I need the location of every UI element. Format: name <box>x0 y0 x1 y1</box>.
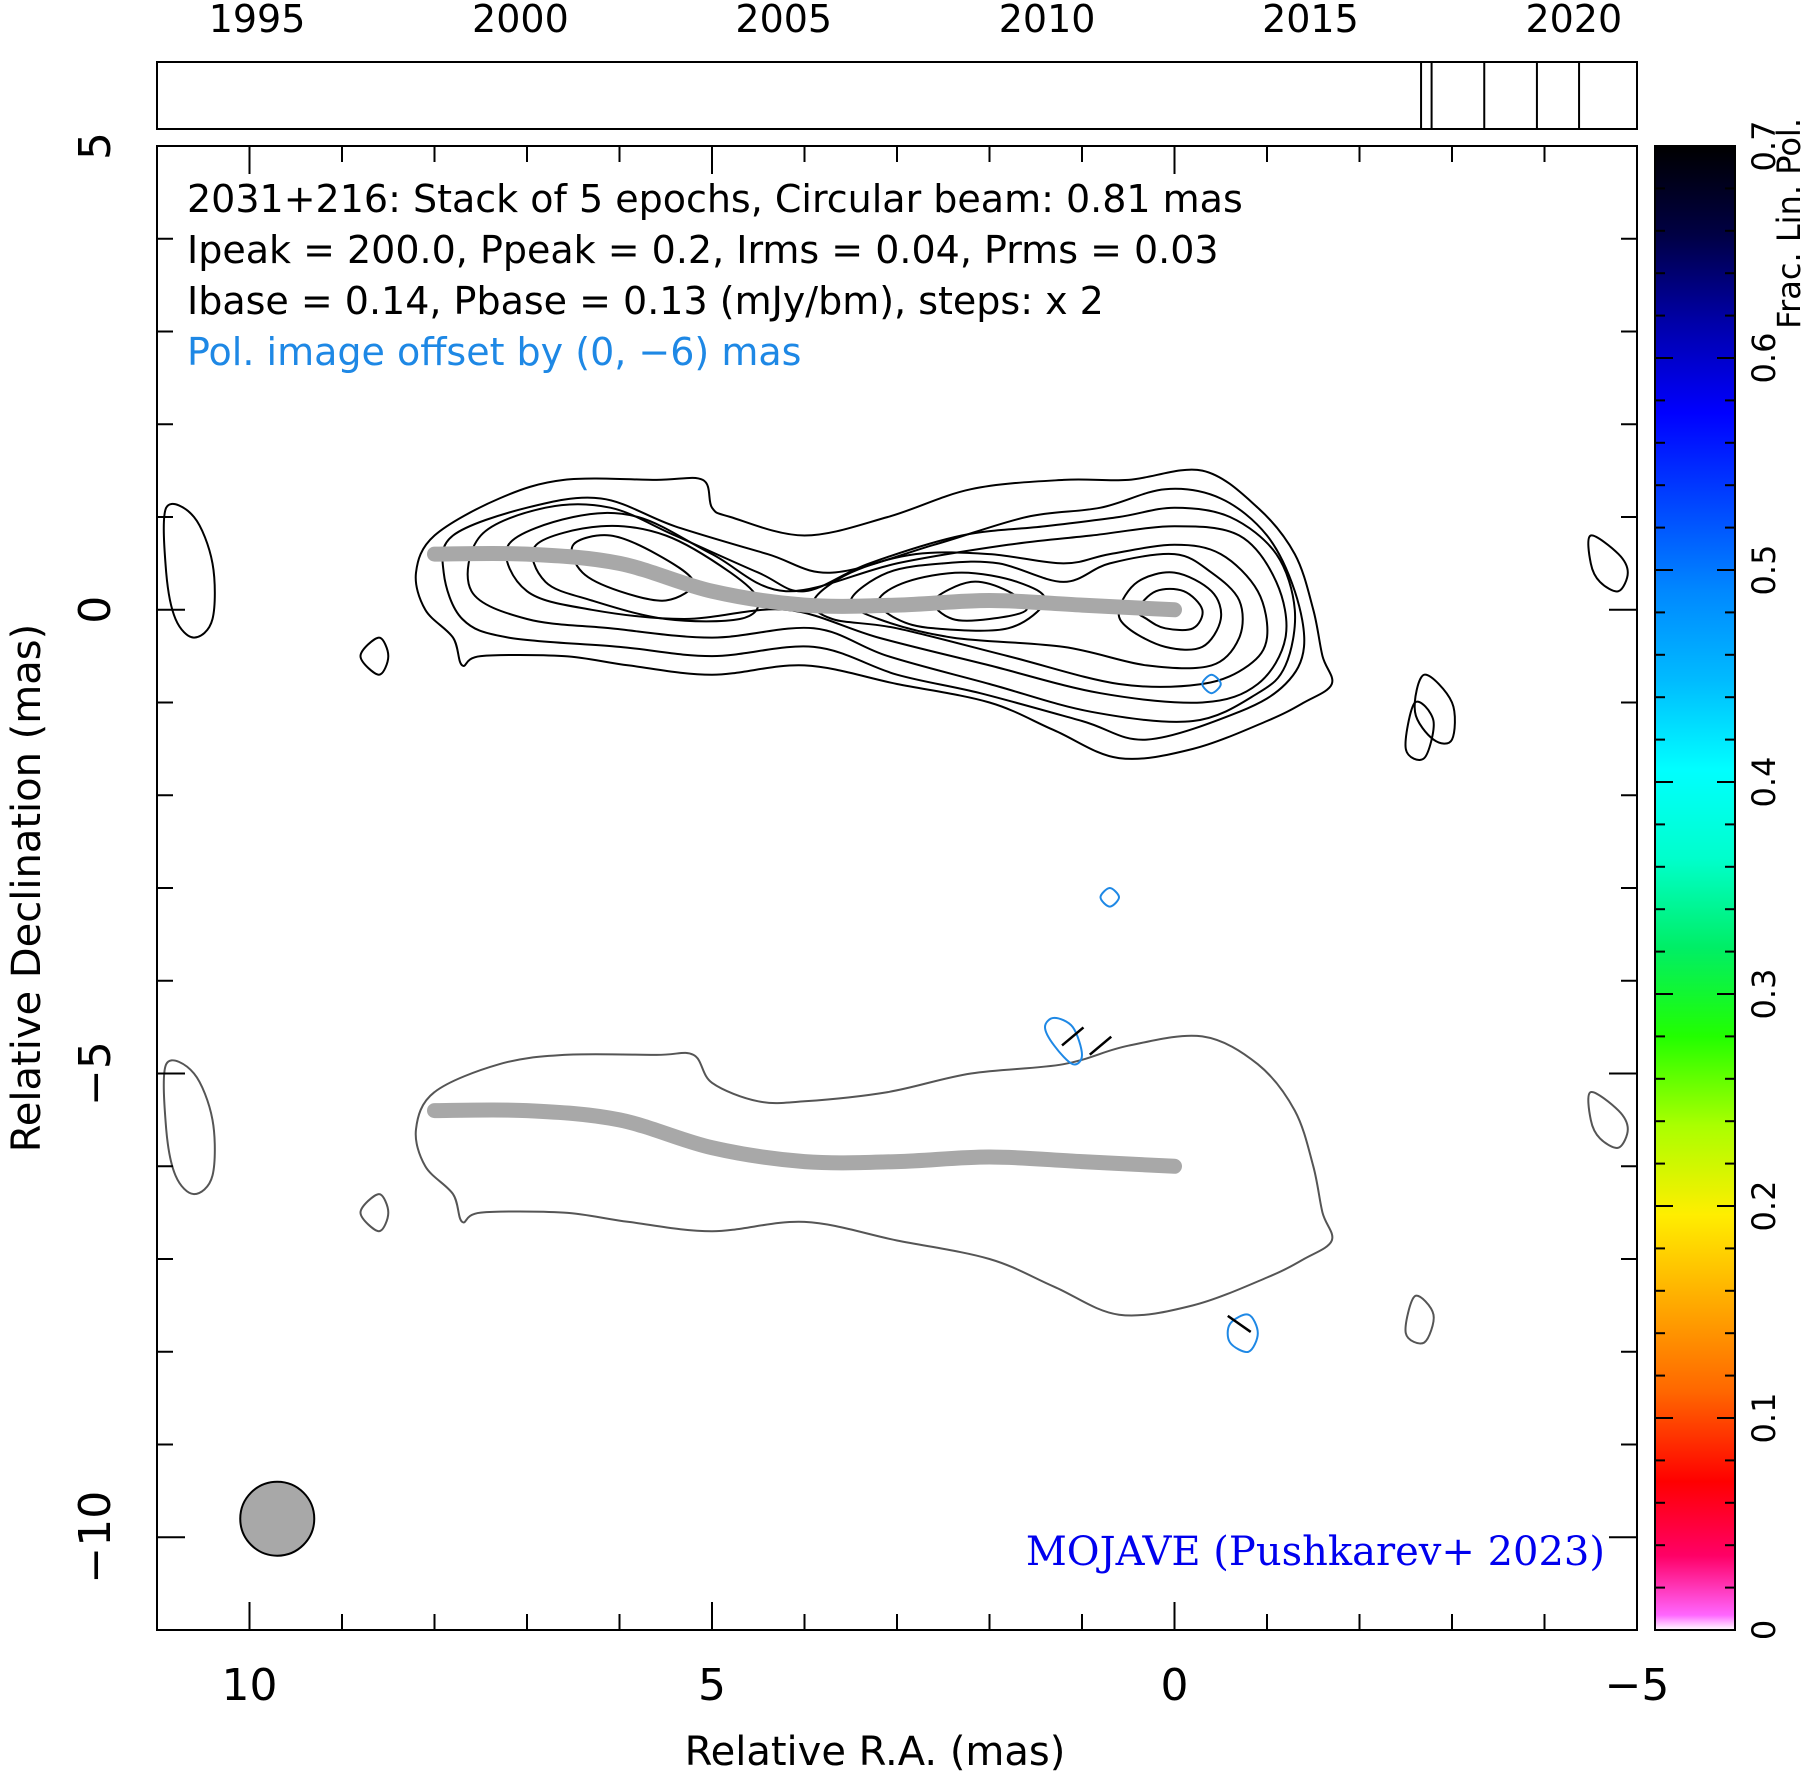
stokes-i-contour <box>359 636 390 676</box>
y-axis-label: Relative Declination (mas) <box>4 624 50 1152</box>
timeline-year-label: 2010 <box>999 0 1096 41</box>
stokes-i-contour <box>1136 587 1204 632</box>
timeline-year-label: 2000 <box>472 0 569 41</box>
y-axis-ticks: 5 0 −5 −10 <box>70 132 1637 1631</box>
epoch-timeline: 1995 2000 2005 2010 2015 2020 <box>156 0 1638 130</box>
colorbar-tick-label: 0.1 <box>1745 1393 1783 1444</box>
jet-ridge-lines <box>427 545 1182 1174</box>
timeline-epoch-marks <box>1420 62 1581 129</box>
x-tick-label: 10 <box>222 1660 278 1711</box>
colorbar-tick-label: 0 <box>1745 1620 1783 1640</box>
colorbar-tick-label: 0.3 <box>1745 969 1783 1020</box>
colorbar-label: Frac. Lin. Pol. <box>1770 118 1808 329</box>
colorbar-ramp <box>1654 145 1736 1631</box>
stokes-i-contour <box>531 524 760 623</box>
y-tick-label: −10 <box>70 1491 121 1584</box>
offset-i-contour <box>1587 1091 1629 1149</box>
contour-map: 10 5 0 −5 5 0 −5 −10 2031+216: Stack of 5 epoc… <box>4 132 1669 1775</box>
pol-contour <box>1043 1016 1084 1066</box>
colorbar-tick-label: 0.2 <box>1745 1181 1783 1232</box>
colorbar-tick-label: 0.5 <box>1745 545 1783 596</box>
polarization-contours <box>1043 673 1259 1354</box>
stokes-i-contours <box>162 468 1629 761</box>
y-tick-label: 0 <box>70 596 121 624</box>
ridge-line-offset <box>427 1102 1182 1174</box>
pol-contour <box>1226 1313 1259 1354</box>
y-tick-label: −5 <box>70 1041 121 1106</box>
ridge-line <box>427 545 1182 618</box>
stokes-i-contour <box>505 511 1288 704</box>
beam-circle <box>239 1480 316 1557</box>
timeline-year-label: 2005 <box>735 0 832 41</box>
stokes-i-contour <box>414 468 1334 760</box>
x-axis-ticks: 10 5 0 −5 <box>156 146 1670 1711</box>
offset-i-contour <box>162 1059 216 1196</box>
offset-total-intensity-contours <box>162 1034 1629 1345</box>
timeline-year-label: 2020 <box>1525 0 1622 41</box>
offset-i-contour <box>359 1193 390 1233</box>
colorbar-tick-label: 0.4 <box>1745 757 1783 808</box>
pol-contour <box>1099 886 1121 908</box>
pol-contour <box>1201 673 1222 695</box>
annotation-line-2: Ipeak = 200.0, Ppeak = 0.2, Irms = 0.04,… <box>187 228 1219 272</box>
stokes-i-contour <box>570 534 695 602</box>
timeline-year-label: 2015 <box>1262 0 1359 41</box>
x-axis-label: Relative R.A. (mas) <box>685 1729 1066 1775</box>
x-tick-label: 5 <box>698 1660 726 1711</box>
offset-i-contour <box>414 1034 1334 1317</box>
evpa-tick <box>1088 1035 1113 1056</box>
evpa-tick <box>1227 1314 1252 1333</box>
x-tick-label: −5 <box>1605 1660 1670 1711</box>
stokes-i-contour <box>1587 534 1629 593</box>
stokes-i-contour <box>849 552 1244 670</box>
x-tick-label: 0 <box>1161 1660 1189 1711</box>
stokes-i-contour <box>812 543 1269 688</box>
colorbar-ticks: 0 0.1 0.2 0.3 0.4 0.5 0.6 0.7 <box>1655 121 1783 1640</box>
stokes-i-contour <box>162 502 216 639</box>
evpa-ticks <box>1061 1026 1252 1333</box>
timeline-tick-labels: 1995 2000 2005 2010 2015 2020 <box>209 0 1622 41</box>
stokes-i-contour <box>1404 700 1435 761</box>
stokes-i-contour <box>1413 673 1456 745</box>
pol-offset-note: Pol. image offset by (0, −6) mas <box>187 330 801 374</box>
evpa-tick <box>1061 1026 1085 1047</box>
stokes-i-contour <box>441 487 1306 741</box>
frac-pol-colorbar: 0 0.1 0.2 0.3 0.4 0.5 0.6 0.7 Frac. Lin. Pol. <box>1654 118 1808 1640</box>
stokes-i-contour <box>932 580 1028 622</box>
stokes-i-contour <box>1117 571 1223 651</box>
colorbar-tick-label: 0.6 <box>1745 333 1783 384</box>
timeline-frame <box>156 61 1638 130</box>
mojave-credit: MOJAVE (Pushkarev+ 2023) <box>1026 1529 1605 1575</box>
annotation-line-3: Ibase = 0.14, Pbase = 0.13 (mJy/bm), ste… <box>187 279 1104 323</box>
y-tick-label: 5 <box>70 132 121 160</box>
offset-i-contour <box>1404 1294 1435 1345</box>
stokes-i-contour <box>466 503 1297 723</box>
timeline-year-label: 1995 <box>209 0 306 41</box>
colorbar-tick-label: 0.7 <box>1745 121 1783 172</box>
annotation-line-1: 2031+216: Stack of 5 epochs, Circular be… <box>187 177 1243 221</box>
